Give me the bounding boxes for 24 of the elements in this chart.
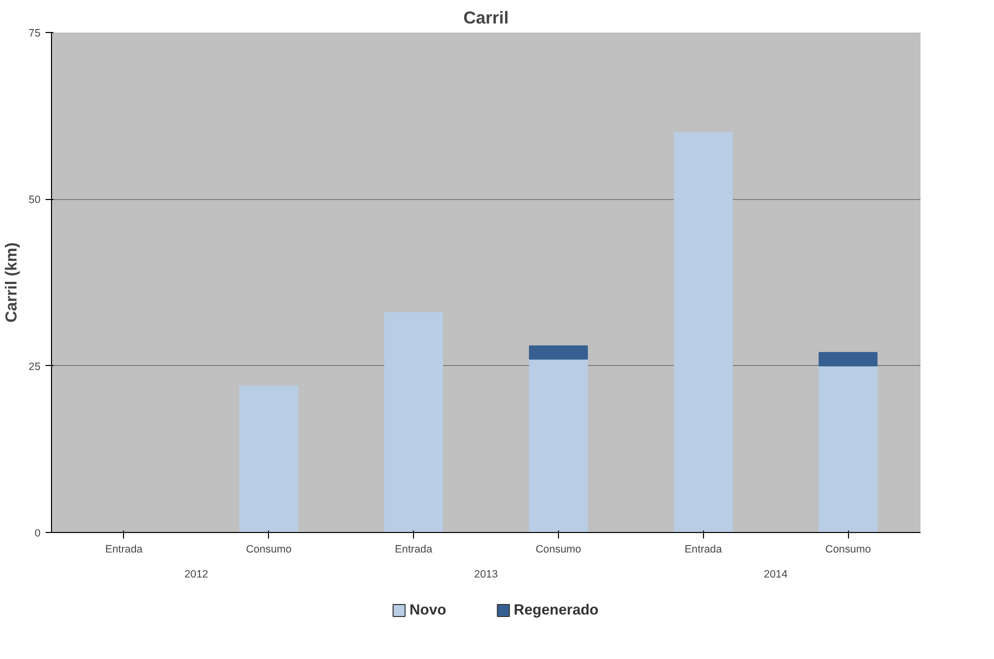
x-tick-label: Entrada <box>105 544 143 556</box>
bar <box>384 312 444 532</box>
x-tick-label: Consumo <box>246 544 292 556</box>
legend-label: Regenerado <box>514 602 599 618</box>
chart-title: Carril <box>463 8 509 28</box>
y-tick-label: 50 <box>28 194 41 206</box>
text: 2013 <box>474 568 498 580</box>
x-tick-label: Entrada <box>394 544 432 556</box>
y-tick-label: 0 <box>34 528 41 540</box>
y-tick-label: 75 <box>28 28 41 40</box>
x-tick-label: Consumo <box>825 544 871 556</box>
x-tick-label: Consumo <box>536 544 582 556</box>
bar <box>674 132 733 532</box>
text: 2014 <box>764 568 788 580</box>
bar <box>528 358 588 532</box>
text: 2012 <box>184 568 208 580</box>
legend-label: Novo <box>410 602 446 618</box>
bar <box>528 345 588 360</box>
bar <box>239 385 298 532</box>
y-axis-title: Carril (km) <box>4 242 21 323</box>
bar <box>818 352 878 366</box>
y-tick-label: 25 <box>28 360 41 373</box>
x-tick-label: Entrada <box>684 544 722 556</box>
bar <box>818 365 878 532</box>
